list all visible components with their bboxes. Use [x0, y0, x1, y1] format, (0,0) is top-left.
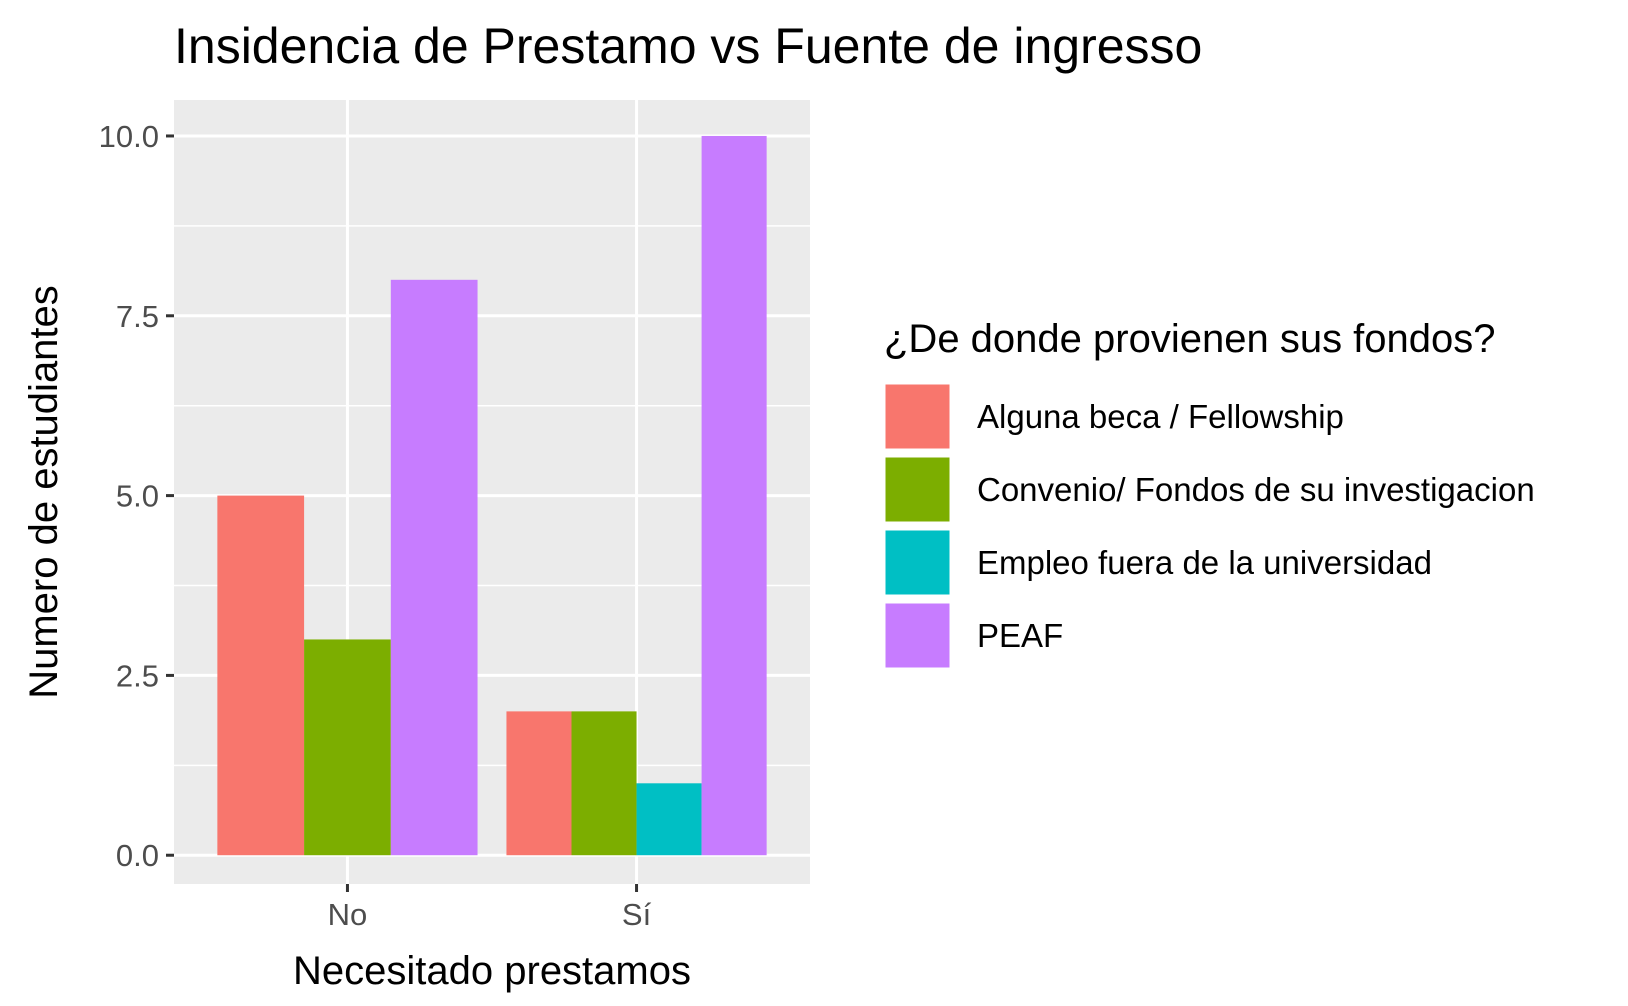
legend-label: PEAF — [977, 617, 1063, 654]
chart-title: Insidencia de Prestamo vs Fuente de ingr… — [174, 18, 1202, 74]
legend-swatch — [885, 603, 950, 668]
bar-Sí-PEAF — [701, 135, 767, 856]
legend-label: Alguna beca / Fellowship — [977, 398, 1344, 435]
x-axis-title: Necesitado prestamos — [293, 949, 691, 993]
bar-No-Alguna beca / Fellowship — [217, 495, 305, 856]
x-tick-label: Sí — [622, 897, 652, 932]
x-axis-ticks: No Sí — [328, 884, 652, 932]
legend-label: Empleo fuera de la universidad — [977, 544, 1432, 581]
y-tick-label: 2.5 — [116, 658, 159, 693]
y-tick-label: 7.5 — [116, 299, 159, 334]
legend: ¿De donde provienen sus fondos? Alguna b… — [884, 317, 1535, 669]
bars — [217, 135, 767, 856]
bar-No-Convenio/ Fondos de su investigacion — [304, 639, 391, 856]
legend-label: Convenio/ Fondos de su investigacion — [977, 471, 1535, 508]
bar-Sí-Alguna beca / Fellowship — [506, 711, 572, 856]
x-tick-label: No — [328, 897, 368, 932]
bar-No-PEAF — [390, 279, 478, 856]
legend-swatch — [885, 530, 950, 595]
bar-Sí-Empleo fuera de la universidad — [636, 783, 702, 856]
legend-swatch — [885, 384, 950, 449]
y-tick-label: 10.0 — [99, 119, 159, 154]
y-axis-title: Numero de estudiantes — [22, 285, 66, 699]
legend-swatch — [885, 457, 950, 522]
legend-title: ¿De donde provienen sus fondos? — [884, 317, 1496, 361]
y-tick-label: 5.0 — [116, 479, 159, 514]
y-tick-label: 0.0 — [116, 838, 159, 873]
y-axis-ticks: 0.0 2.5 5.0 7.5 10.0 — [99, 119, 174, 873]
bar-Sí-Convenio/ Fondos de su investigacion — [571, 711, 637, 856]
